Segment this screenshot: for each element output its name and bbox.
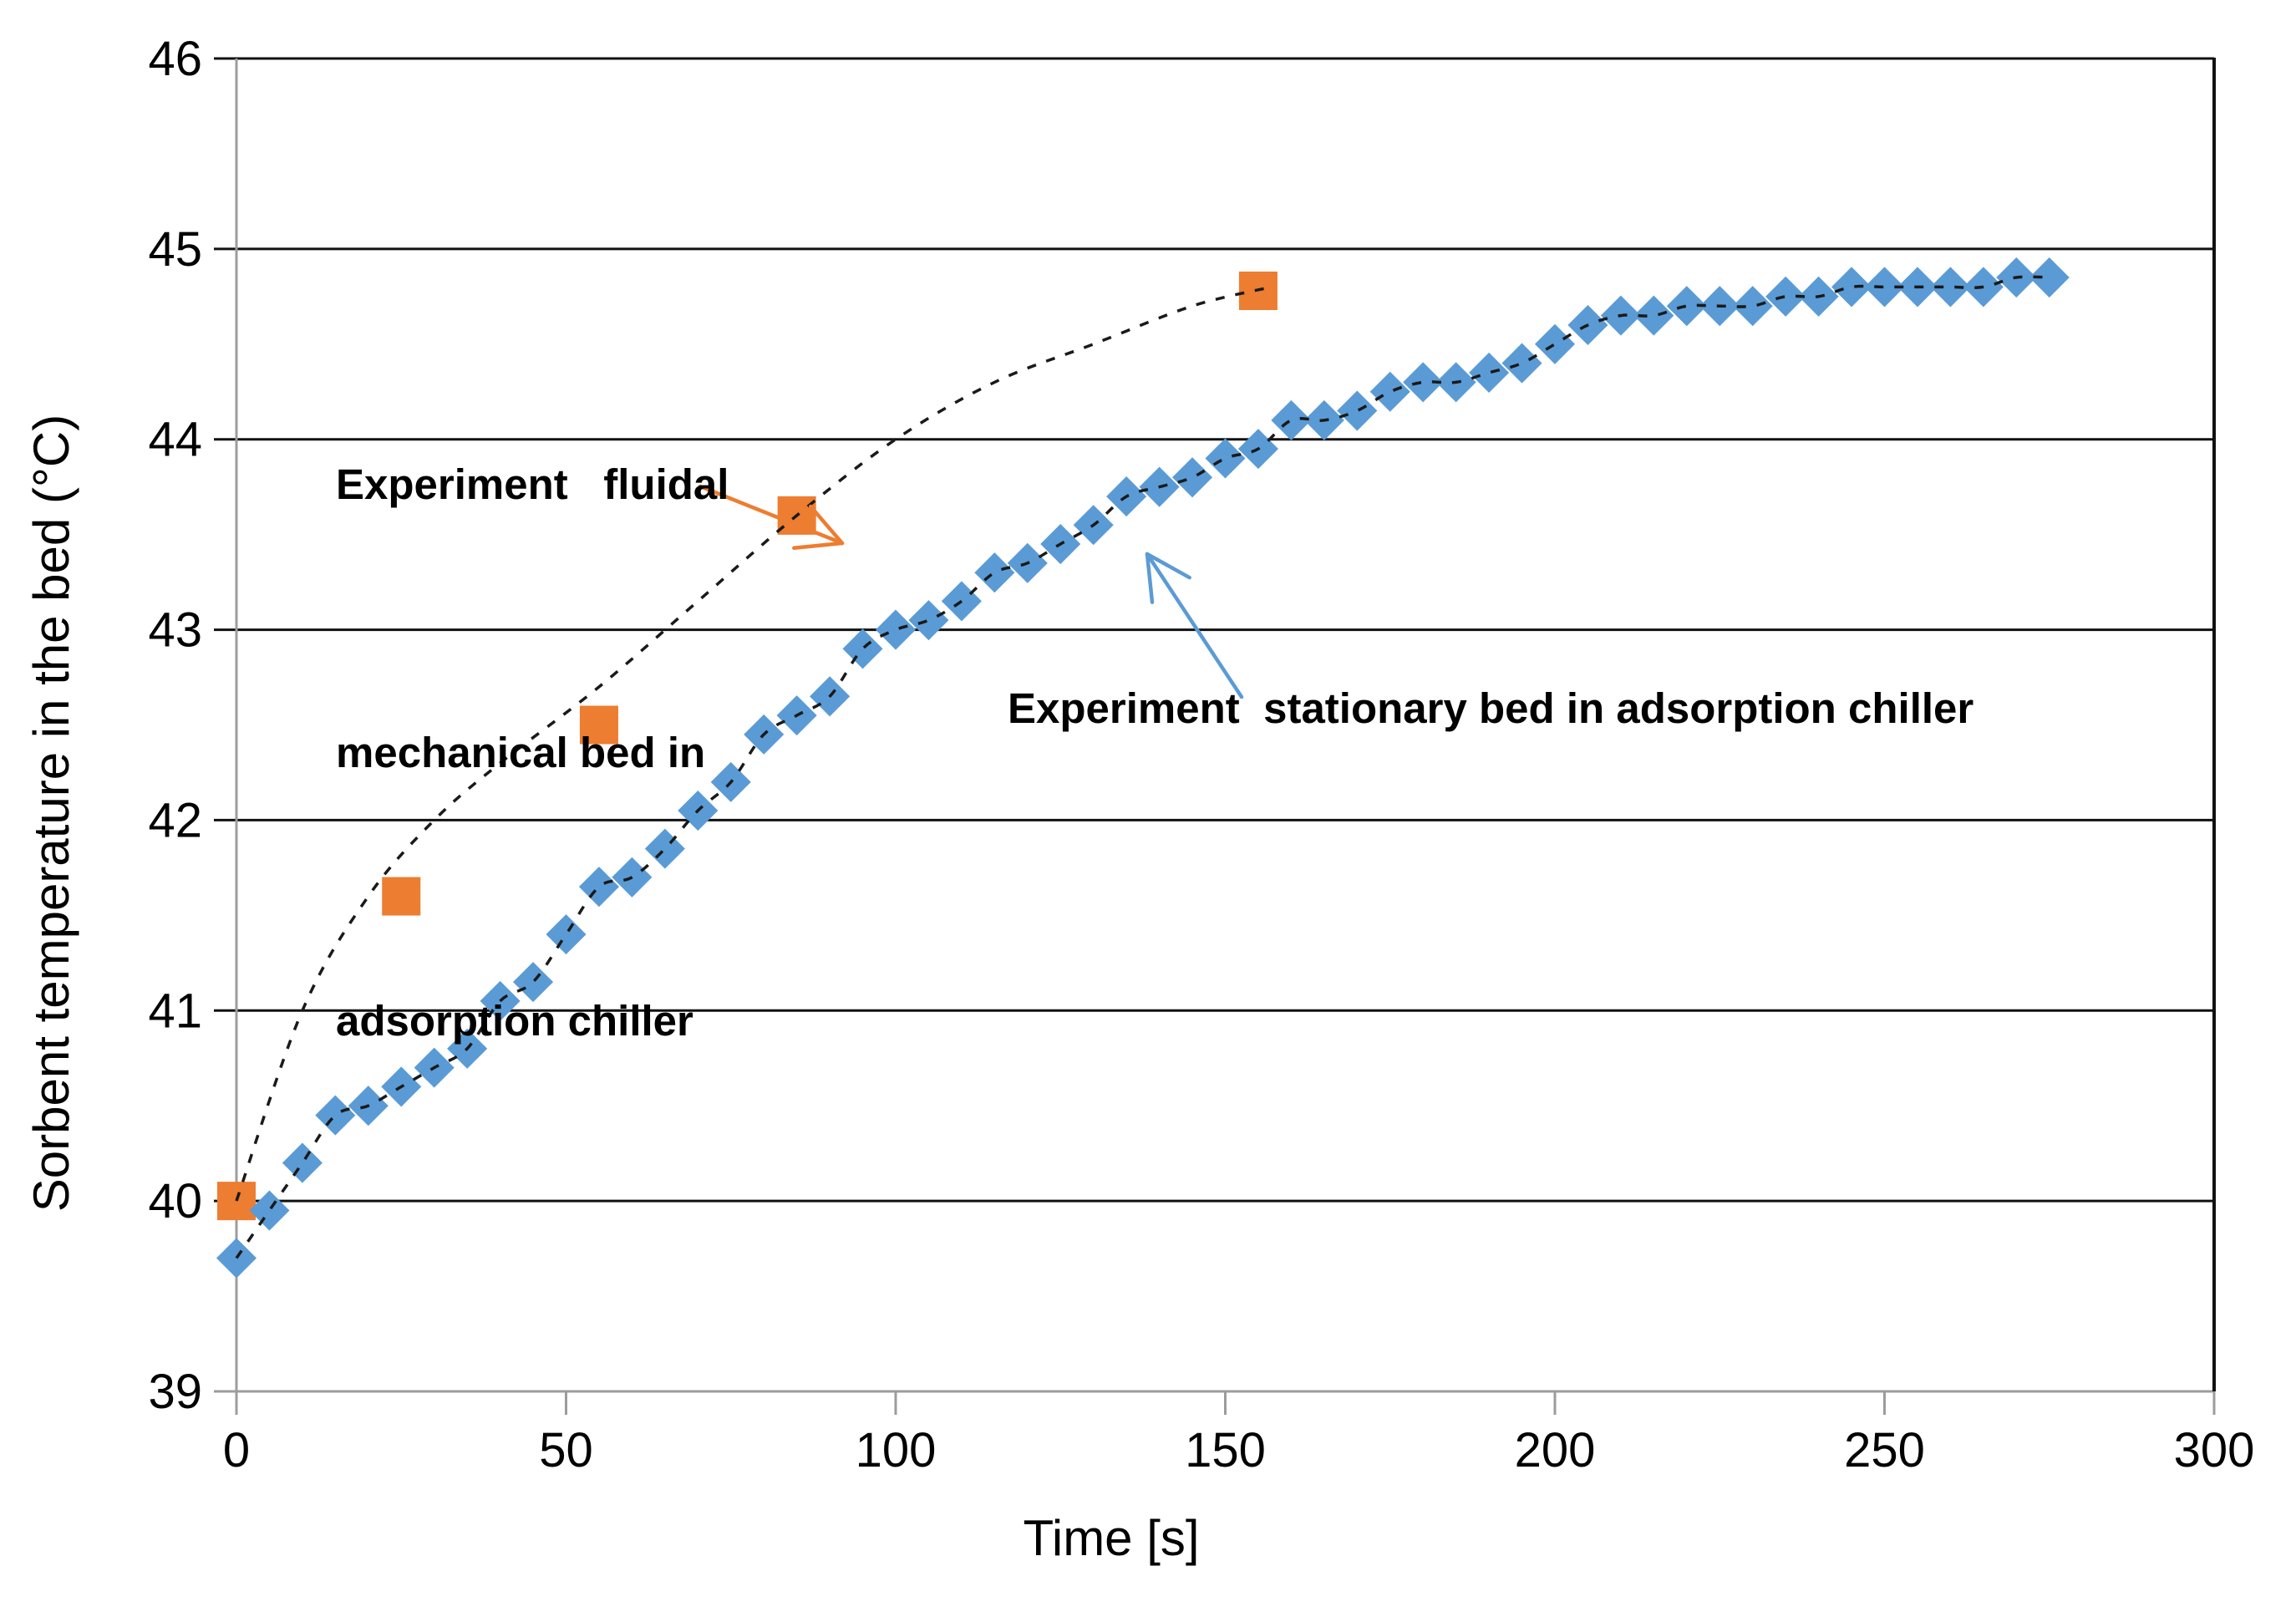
svg-text:250: 250 <box>1844 1423 1925 1477</box>
svg-text:300: 300 <box>2174 1423 2255 1477</box>
svg-text:39: 39 <box>148 1365 202 1419</box>
trendline-fluidal <box>235 285 1272 1202</box>
trendline-stationary <box>235 275 2050 1259</box>
data-point-marker <box>1864 267 1905 308</box>
annotation-fluidal-line1: Experiment fluidal <box>336 460 729 508</box>
data-point-marker <box>1765 276 1806 317</box>
data-point-marker <box>217 1182 256 1221</box>
x-tick-labels: 0 50 100 150 200 250 300 <box>223 1423 2255 1477</box>
x-axis-ticks <box>565 1391 1886 1415</box>
stationary-annotation-arrow <box>1145 552 1244 699</box>
data-point-marker <box>1534 323 1576 364</box>
data-point-marker <box>1732 286 1773 327</box>
svg-text:44: 44 <box>148 413 202 467</box>
data-point-marker <box>1337 390 1378 431</box>
svg-text:46: 46 <box>148 32 202 86</box>
fluidal-annotation-arrow <box>698 484 845 551</box>
svg-text:40: 40 <box>148 1174 202 1228</box>
svg-text:45: 45 <box>148 222 202 277</box>
data-point-marker <box>2029 257 2070 298</box>
gridlines <box>214 57 2216 1415</box>
y-tick-labels: 39 40 41 42 43 44 45 46 <box>148 32 202 1419</box>
annotation-fluidal-line3: adsorption chiller <box>336 997 693 1045</box>
data-point-marker <box>1930 267 1971 308</box>
svg-text:0: 0 <box>223 1423 250 1477</box>
data-point-marker <box>974 552 1015 593</box>
data-point-marker <box>1501 343 1542 384</box>
data-point-marker <box>579 705 618 745</box>
svg-text:100: 100 <box>856 1423 937 1477</box>
data-point-marker <box>842 628 883 669</box>
svg-text:41: 41 <box>148 984 202 1038</box>
data-point-marker <box>1831 267 1872 308</box>
annotation-fluidal-line2: mechanical bed in <box>336 729 706 776</box>
y-axis-title: Sorbent temperature in the bed (°C) <box>23 414 79 1213</box>
data-point-marker <box>382 877 421 916</box>
annotation-stationary-label: Experiment stationary bed in adsorption … <box>1008 684 1974 732</box>
svg-text:200: 200 <box>1515 1423 1596 1477</box>
svg-text:150: 150 <box>1185 1423 1266 1477</box>
svg-text:42: 42 <box>148 793 202 847</box>
annotation-fluidal-label: Experiment fluidal mechanical bed in ads… <box>336 261 729 1244</box>
data-point-marker <box>1469 352 1510 394</box>
data-point-marker <box>908 600 949 641</box>
data-point-marker <box>282 1142 323 1183</box>
data-point-marker <box>875 609 917 650</box>
data-point-marker <box>1172 457 1213 498</box>
x-axis-title: Time [s] <box>1023 1510 1200 1566</box>
data-point-marker <box>1205 438 1246 479</box>
svg-text:43: 43 <box>148 603 202 658</box>
data-point-marker <box>1369 371 1410 412</box>
svg-text:50: 50 <box>539 1423 593 1477</box>
